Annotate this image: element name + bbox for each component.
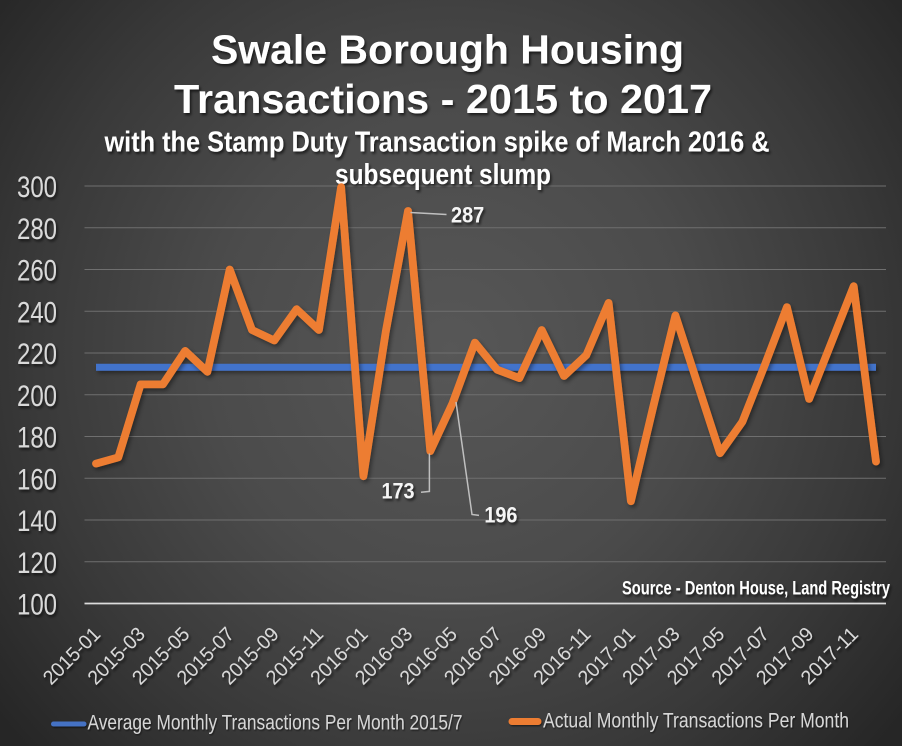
svg-text:Average Monthly Transactions P: Average Monthly Transactions Per Month 2… (88, 712, 463, 735)
svg-text:173: 173 (382, 479, 415, 504)
svg-text:200: 200 (17, 380, 57, 413)
svg-text:140: 140 (17, 505, 57, 538)
svg-text:Actual Monthly Transactions Pe: Actual Monthly Transactions Per Month (543, 710, 849, 733)
svg-text:196: 196 (484, 502, 517, 527)
svg-text:Transactions - 2015 to 2017: Transactions - 2015 to 2017 (174, 76, 712, 122)
svg-text:160: 160 (17, 463, 57, 496)
svg-text:Source - Denton House, Land Re: Source - Denton House, Land Registry (622, 579, 890, 600)
svg-text:260: 260 (17, 255, 57, 288)
svg-text:240: 240 (17, 296, 57, 329)
svg-text:100: 100 (17, 589, 57, 622)
svg-text:120: 120 (17, 547, 57, 580)
svg-text:Swale Borough Housing: Swale Borough Housing (211, 27, 684, 73)
svg-text:with the Stamp Duty Transactio: with the Stamp Duty Transaction spike of… (104, 127, 770, 159)
svg-text:300: 300 (17, 171, 57, 204)
svg-text:287: 287 (451, 203, 484, 228)
svg-text:220: 220 (17, 338, 57, 371)
svg-text:280: 280 (17, 213, 57, 246)
svg-text:180: 180 (17, 422, 57, 455)
svg-text:subsequent slump: subsequent slump (335, 159, 551, 191)
